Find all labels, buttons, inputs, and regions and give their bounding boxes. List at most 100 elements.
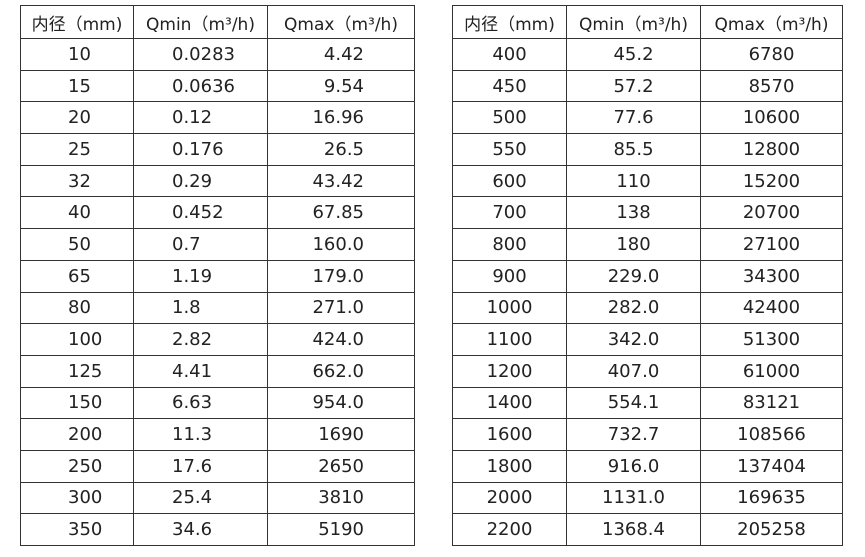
table-cell: 1200	[452, 354, 567, 388]
table-cell: 180	[566, 228, 701, 261]
table-cell: 1690	[267, 418, 415, 451]
table-cell: 61000	[700, 354, 843, 388]
table-row: 10 0.0283 4.42	[20, 38, 415, 71]
table-cell: 8570	[700, 69, 843, 103]
table: 内径（mm) Qmin（m³/h) Qmax（m³/h) 400 45.2 6780 450…	[452, 5, 843, 546]
table-row: 900 229.0 34300	[452, 259, 843, 293]
table-cell: 5190	[267, 513, 415, 546]
table-row: 32 0.29 43.42	[20, 164, 415, 198]
table-row: 350 34.6 5190	[20, 513, 415, 546]
table-cell: 45.2	[566, 38, 701, 71]
table-cell: 80	[20, 291, 134, 325]
table-cell: 17.6	[133, 449, 268, 483]
table-cell: 0.7	[133, 228, 268, 261]
table-cell: 2200	[452, 513, 567, 546]
header-cell: 内径（mm)	[20, 5, 134, 39]
table-cell: 2000	[452, 481, 567, 515]
table-cell: 15	[20, 69, 134, 103]
table-cell: 424.0	[267, 323, 415, 356]
table-cell: 67.85	[267, 196, 415, 230]
table-cell: 137404	[700, 449, 843, 483]
table-row: 150 6.63 954.0	[20, 386, 415, 420]
table-row: 200 11.3 1690	[20, 418, 415, 451]
table-cell: 16.96	[267, 101, 415, 135]
table-cell: 400	[452, 38, 567, 71]
table-cell: 6.63	[133, 386, 268, 420]
table-row: 1800 916.0 137404	[452, 449, 843, 483]
table-cell: 100	[20, 323, 134, 356]
table-cell: 169635	[700, 481, 843, 515]
table-cell: 0.12	[133, 101, 268, 135]
header-row: 内径（mm) Qmin（m³/h) Qmax（m³/h)	[452, 5, 843, 39]
table-cell: 342.0	[566, 323, 701, 356]
table-cell: 282.0	[566, 291, 701, 325]
table-cell: 34300	[700, 259, 843, 293]
table-cell: 1400	[452, 386, 567, 420]
table-cell: 916.0	[566, 449, 701, 483]
header-row: 内径（mm) Qmin（m³/h) Qmax（m³/h)	[20, 5, 415, 39]
table-row: 450 57.2 8570	[452, 69, 843, 103]
table-cell: 77.6	[566, 101, 701, 135]
table-cell: 10600	[700, 101, 843, 135]
table-cell: 250	[20, 449, 134, 483]
table-cell: 700	[452, 196, 567, 230]
table-row: 125 4.41 662.0	[20, 354, 415, 388]
table-row: 1000 282.0 42400	[452, 291, 843, 325]
table-cell: 1000	[452, 291, 567, 325]
table-cell: 9.54	[267, 69, 415, 103]
table-cell: 10	[20, 38, 134, 71]
table-cell: 800	[452, 228, 567, 261]
table-cell: 0.176	[133, 133, 268, 166]
table-cell: 57.2	[566, 69, 701, 103]
table-cell: 200	[20, 418, 134, 451]
table-row: 1400 554.1 83121	[452, 386, 843, 420]
table-cell: 350	[20, 513, 134, 546]
table-cell: 0.0283	[133, 38, 268, 71]
table-cell: 550	[452, 133, 567, 166]
table-cell: 20	[20, 101, 134, 135]
table-cell: 108566	[700, 418, 843, 451]
table-cell: 6780	[700, 38, 843, 71]
table-cell: 3810	[267, 481, 415, 515]
table-row: 25 0.176 26.5	[20, 133, 415, 166]
table-cell: 138	[566, 196, 701, 230]
table-cell: 229.0	[566, 259, 701, 293]
table-cell: 407.0	[566, 354, 701, 388]
table-row: 400 45.2 6780	[452, 38, 843, 71]
table-cell: 900	[452, 259, 567, 293]
table-cell: 732.7	[566, 418, 701, 451]
table-cell: 205258	[700, 513, 843, 546]
table-cell: 500	[452, 101, 567, 135]
table-cell: 662.0	[267, 354, 415, 388]
header-cell: Qmin（m³/h)	[566, 5, 701, 39]
table-cell: 1100	[452, 323, 567, 356]
table-cell: 25.4	[133, 481, 268, 515]
table-cell: 34.6	[133, 513, 268, 546]
table-row: 250 17.6 2650	[20, 449, 415, 483]
table-cell: 83121	[700, 386, 843, 420]
table-cell: 1600	[452, 418, 567, 451]
table-cell: 150	[20, 386, 134, 420]
table-cell: 110	[566, 164, 701, 198]
table-row: 40 0.452 67.85	[20, 196, 415, 230]
table-cell: 32	[20, 164, 134, 198]
table-cell: 0.452	[133, 196, 268, 230]
table-cell: 27100	[700, 228, 843, 261]
table-cell: 125	[20, 354, 134, 388]
table: 内径（mm) Qmin（m³/h) Qmax（m³/h) 10 0.0283 4.42 15…	[20, 5, 415, 546]
table-row: 1600 732.7 108566	[452, 418, 843, 451]
table-row: 550 85.5 12800	[452, 133, 843, 166]
header-cell: 内径（mm)	[452, 5, 567, 39]
table-row: 500 77.6 10600	[452, 101, 843, 135]
table-cell: 600	[452, 164, 567, 198]
table-row: 700 138 20700	[452, 196, 843, 230]
table-cell: 40	[20, 196, 134, 230]
table-cell: 15200	[700, 164, 843, 198]
table-cell: 2650	[267, 449, 415, 483]
table-cell: 160.0	[267, 228, 415, 261]
table-cell: 12800	[700, 133, 843, 166]
table-cell: 2.82	[133, 323, 268, 356]
table-row: 15 0.0636 9.54	[20, 69, 415, 103]
table-cell: 20700	[700, 196, 843, 230]
